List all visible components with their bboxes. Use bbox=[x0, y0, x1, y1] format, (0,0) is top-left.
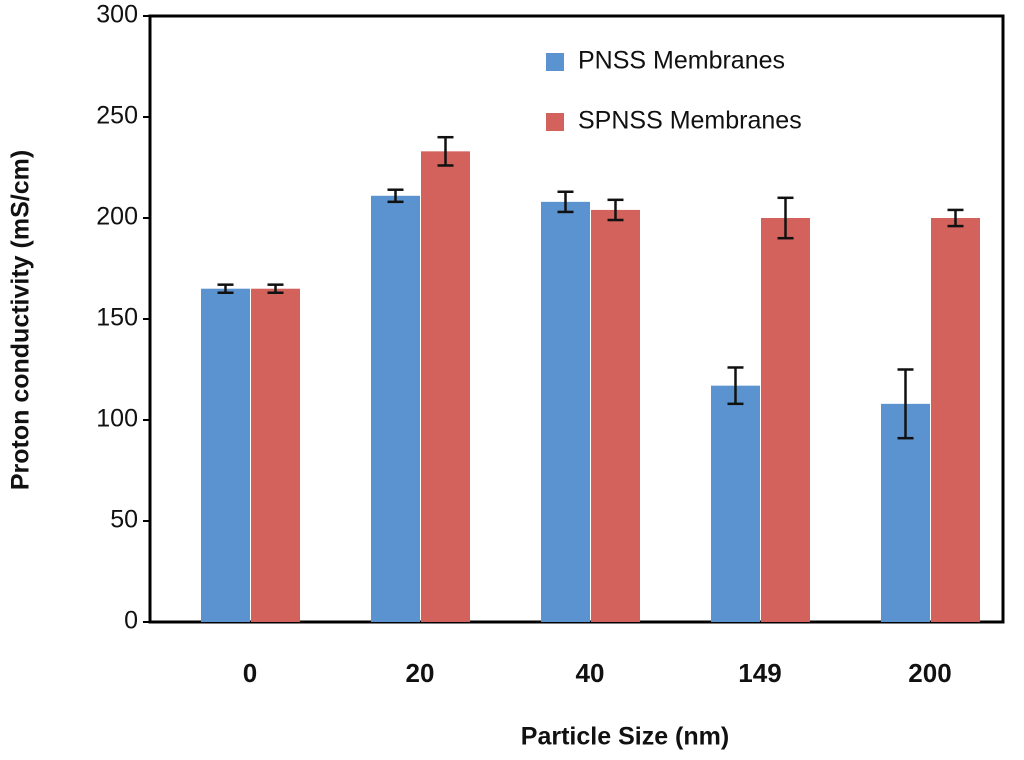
legend-label: SPNSS Membranes bbox=[578, 107, 802, 135]
y-tick-label: 150 bbox=[96, 304, 138, 332]
bar bbox=[541, 201, 590, 622]
bar bbox=[371, 195, 420, 622]
legend-label: PNSS Membranes bbox=[578, 47, 785, 75]
x-axis-label: Particle Size (nm) bbox=[521, 723, 729, 751]
bar bbox=[931, 218, 980, 622]
error-bar bbox=[777, 196, 794, 240]
error-bar bbox=[557, 190, 574, 214]
x-tick-label: 20 bbox=[406, 658, 435, 688]
x-tick-label: 149 bbox=[738, 658, 781, 688]
bar bbox=[761, 218, 810, 622]
y-tick-label: 50 bbox=[110, 506, 138, 534]
error-bar bbox=[437, 135, 454, 167]
y-tick-label: 200 bbox=[96, 203, 138, 231]
x-tick-label: 0 bbox=[243, 658, 257, 688]
y-axis-label: Proton conductivity (mS/cm) bbox=[7, 150, 35, 490]
y-tick-label: 100 bbox=[96, 405, 138, 433]
y-tick-label: 0 bbox=[124, 607, 138, 635]
error-bar bbox=[217, 283, 234, 294]
error-bar bbox=[267, 283, 284, 294]
error-bar bbox=[947, 208, 964, 228]
bar bbox=[711, 385, 760, 622]
y-tick-label: 250 bbox=[96, 102, 138, 130]
error-bar bbox=[727, 366, 744, 406]
bar bbox=[881, 403, 930, 622]
legend-swatch bbox=[546, 113, 564, 131]
legend-swatch bbox=[546, 53, 564, 71]
error-bar bbox=[387, 188, 404, 204]
error-bar bbox=[607, 198, 624, 222]
error-bar bbox=[897, 368, 914, 440]
bar bbox=[591, 209, 640, 623]
bar bbox=[251, 288, 300, 622]
y-tick-label: 300 bbox=[96, 1, 138, 29]
x-tick-label: 200 bbox=[908, 658, 951, 688]
bar bbox=[421, 151, 470, 622]
bar bbox=[201, 288, 250, 622]
x-tick-label: 40 bbox=[576, 658, 605, 688]
